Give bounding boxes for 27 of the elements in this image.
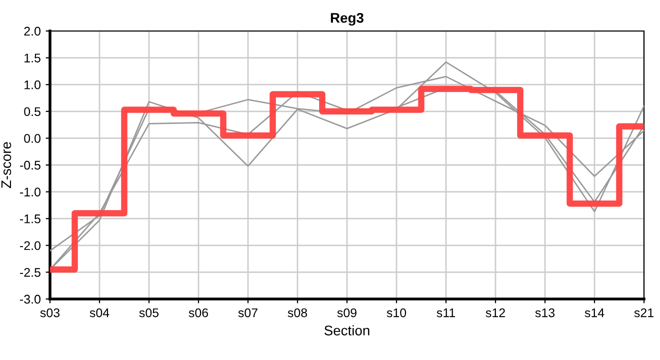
y-tick-label: -2.0 bbox=[20, 241, 40, 250]
y-tick-label: -2.5 bbox=[20, 268, 40, 277]
y-tick-label: 1.0 bbox=[24, 80, 40, 90]
x-tick-label: s03 bbox=[40, 308, 60, 318]
y-tick-label: -0.5 bbox=[20, 160, 40, 170]
y-tick-label: 1.5 bbox=[24, 54, 40, 62]
x-tick-label: s06 bbox=[188, 308, 208, 318]
chart-title: Reg3 bbox=[330, 12, 364, 26]
x-tick-label: s10 bbox=[386, 308, 406, 318]
y-tick-label: 0.0 bbox=[24, 134, 40, 143]
x-tick-label: s04 bbox=[90, 308, 110, 318]
x-tick-label: s08 bbox=[288, 308, 308, 318]
y-tick-label: 0.5 bbox=[24, 107, 40, 116]
x-tick-label: s05 bbox=[139, 308, 159, 318]
x-tick-label: s13 bbox=[535, 308, 555, 318]
x-tick-label: s09 bbox=[337, 308, 356, 318]
x-axis-title: Section bbox=[324, 325, 370, 336]
y-axis-title: Z-score bbox=[1, 142, 12, 188]
y-tick-label: -1.0 bbox=[20, 188, 40, 196]
x-tick-label: s14 bbox=[584, 308, 604, 318]
y-tick-label: -3.0 bbox=[20, 294, 40, 304]
x-tick-label: s12 bbox=[486, 308, 505, 318]
y-tick-label: 2.0 bbox=[24, 26, 40, 36]
x-tick-label: s07 bbox=[238, 308, 258, 318]
x-tick-label: s21 bbox=[634, 308, 654, 318]
x-tick-label: s11 bbox=[436, 308, 456, 318]
y-tick-label: -1.5 bbox=[20, 214, 40, 224]
